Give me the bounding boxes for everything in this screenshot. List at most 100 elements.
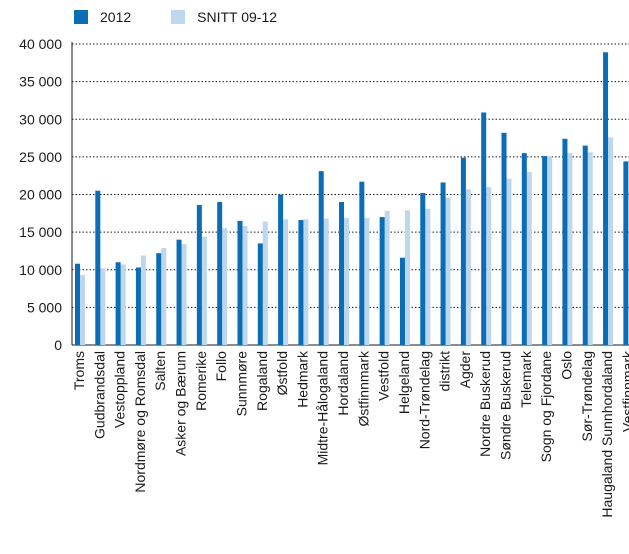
bar-snitt <box>161 247 167 345</box>
bar-snitt <box>465 189 471 345</box>
x-tick-label: Østfold <box>274 351 290 395</box>
bar-snitt <box>587 152 593 345</box>
x-tick-label: Nordre Buskerud <box>477 351 493 457</box>
bar-2012 <box>95 190 101 345</box>
bar-snitt <box>100 268 106 345</box>
x-tick-label: Telemark <box>518 350 534 408</box>
bar-snitt <box>384 211 390 345</box>
legend: 2012 SNITT 09-12 <box>74 9 317 25</box>
bar-snitt <box>283 219 289 345</box>
legend-item-snitt: SNITT 09-12 <box>171 9 277 25</box>
bar-snitt <box>506 178 512 345</box>
bar-2012 <box>399 257 405 345</box>
bar-2012 <box>562 138 568 345</box>
bar-2012 <box>481 112 487 345</box>
bar-snitt <box>120 264 126 345</box>
bar-2012 <box>440 182 446 345</box>
x-tick-label: Salten <box>152 351 168 391</box>
bar-snitt <box>486 186 492 345</box>
y-tick-label: 5 000 <box>27 299 62 315</box>
legend-label-snitt: SNITT 09-12 <box>197 9 278 25</box>
x-tick-label: distrikt <box>437 351 453 392</box>
bar-2012 <box>75 263 80 345</box>
legend-swatch-snitt <box>171 10 186 24</box>
x-tick-label: Rogaland <box>254 351 270 411</box>
bar-2012 <box>217 202 223 345</box>
x-tick-label: Romerike <box>193 351 209 411</box>
bar-2012 <box>501 132 507 345</box>
bar-2012 <box>582 145 588 345</box>
legend-swatch-2012 <box>74 10 88 24</box>
x-tick-label: Søndre Buskerud <box>498 351 514 460</box>
bar-2012 <box>623 161 629 345</box>
x-tick-label: Asker og Bærum <box>173 351 189 456</box>
x-tick-label: Sør-Trøndelag <box>579 351 595 442</box>
bar-snitt <box>181 244 187 345</box>
bar-2012 <box>278 194 284 345</box>
y-tick-label: 30 000 <box>19 111 62 127</box>
bar-snitt <box>262 221 268 345</box>
bar-snitt <box>201 236 207 345</box>
x-tick-label: Hedmark <box>294 350 310 408</box>
bar-snitt <box>222 228 228 345</box>
x-tick-label: Nordmøre og Romsdal <box>132 351 148 493</box>
bar-2012 <box>257 243 263 345</box>
legend-label-2012: 2012 <box>100 9 132 25</box>
bar-snitt <box>526 171 532 345</box>
x-tick-label: Troms <box>71 351 87 390</box>
bar-snitt <box>608 137 614 345</box>
bar-2012 <box>603 52 609 346</box>
y-tick-label: 10 000 <box>19 262 62 278</box>
x-tick-label: Vestfinnmark <box>619 350 629 432</box>
bar-2012 <box>420 192 426 345</box>
bar-snitt <box>425 208 431 345</box>
bar-snitt <box>242 226 248 345</box>
bar-2012 <box>379 217 385 345</box>
y-tick-label: 20 000 <box>19 187 62 203</box>
x-tick-label: Hordaland <box>335 351 351 416</box>
bar-2012 <box>359 181 365 345</box>
bar-2012 <box>460 157 466 345</box>
bar-2012 <box>237 220 243 345</box>
x-tick-label: Helgeland <box>396 351 412 414</box>
x-tick-label: Agder <box>457 351 473 389</box>
bar-2012 <box>135 267 141 345</box>
y-tick-label: 0 <box>54 337 62 353</box>
bar-2012 <box>521 153 527 345</box>
bar-snitt <box>547 156 553 345</box>
x-tick-label: Vestoppland <box>112 351 128 428</box>
bar-snitt <box>364 217 370 345</box>
bar-snitt <box>567 153 573 345</box>
x-tick-label: Oslo <box>558 351 574 380</box>
bar-2012 <box>176 239 182 345</box>
y-tick-label: 40 000 <box>19 36 62 52</box>
bar-snitt <box>80 275 85 345</box>
bar-2012 <box>542 156 548 345</box>
bar-snitt <box>140 255 146 345</box>
x-tick-label: Sunnmøre <box>233 351 249 417</box>
y-tick-label: 25 000 <box>19 149 62 165</box>
x-tick-label: Østfinnmark <box>355 350 371 426</box>
legend-item-2012: 2012 <box>74 9 131 25</box>
bar-2012 <box>156 253 162 345</box>
x-tick-label: Follo <box>213 351 229 382</box>
bar-2012 <box>318 171 324 345</box>
x-tick-label: Vestfold <box>376 351 392 401</box>
x-tick-label: Gudbrandsdal <box>91 351 107 439</box>
y-tick-label: 15 000 <box>19 224 62 240</box>
bar-snitt <box>344 217 350 345</box>
bar-snitt <box>445 197 451 345</box>
y-tick-label: 35 000 <box>19 74 62 90</box>
x-tick-label: Midtre-Hålogaland <box>315 351 331 465</box>
x-tick-label: Haugaland Sunnhordaland <box>599 351 615 518</box>
bar-snitt <box>303 219 309 345</box>
bar-2012 <box>298 220 304 345</box>
bar-2012 <box>196 205 202 345</box>
bar-snitt <box>404 210 410 345</box>
bar-2012 <box>339 202 345 345</box>
x-tick-label: Sogn og Fjordane <box>538 351 554 463</box>
bar-snitt <box>323 218 329 345</box>
x-tick-label: Nord-Trøndelag <box>416 351 432 449</box>
bar-2012 <box>115 262 121 345</box>
